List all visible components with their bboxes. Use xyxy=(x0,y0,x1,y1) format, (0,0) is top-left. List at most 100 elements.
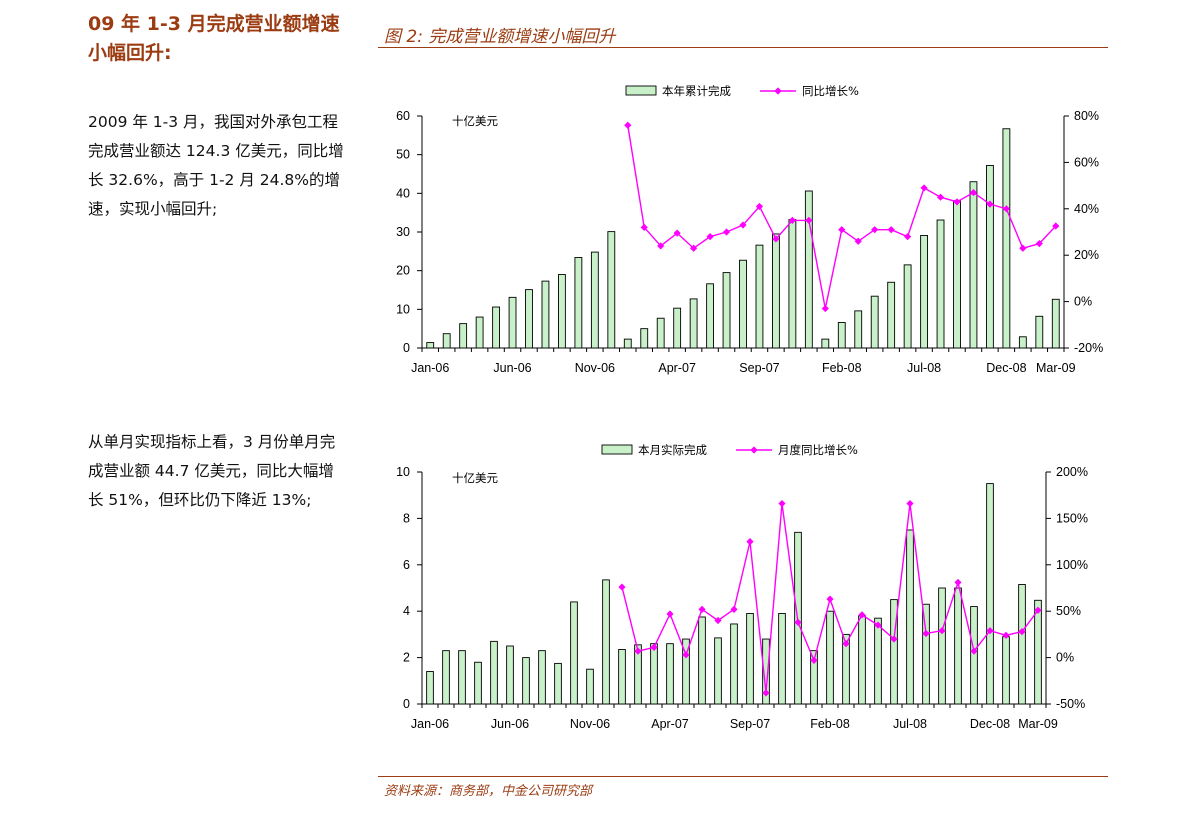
y-tick-label-left: 10 xyxy=(396,302,410,316)
bar xyxy=(442,650,450,705)
x-tick-label: Mar-09 xyxy=(1018,717,1058,731)
bar xyxy=(475,316,484,349)
bar xyxy=(1002,128,1011,349)
legend-bar-label: 本月实际完成 xyxy=(638,443,707,457)
bar xyxy=(650,643,658,705)
bar xyxy=(887,281,896,349)
y-tick-label-right: 50% xyxy=(1056,604,1081,618)
y-tick-label-right: 40% xyxy=(1074,202,1099,216)
y-tick-label-right: 80% xyxy=(1074,109,1099,123)
bar xyxy=(739,259,747,349)
bar xyxy=(1051,298,1060,349)
x-tick-label: Mar-09 xyxy=(1036,361,1076,375)
y-tick-label-right: 200% xyxy=(1056,465,1088,479)
growth-point xyxy=(953,198,961,206)
growth-point xyxy=(706,233,714,241)
y-tick-label-right: 150% xyxy=(1056,511,1088,525)
bar xyxy=(426,671,434,705)
growth-point xyxy=(821,304,829,313)
bar xyxy=(804,190,813,349)
x-tick-label: Feb-08 xyxy=(810,717,850,731)
bar xyxy=(936,219,945,349)
y-tick-label-left: 50 xyxy=(396,148,410,162)
bar xyxy=(490,640,498,705)
growth-point xyxy=(969,188,978,197)
y-tick-label-right: 60% xyxy=(1074,155,1099,169)
bar xyxy=(442,333,451,349)
growth-point xyxy=(1019,244,1027,252)
growth-point xyxy=(986,627,994,635)
bar xyxy=(810,650,818,705)
bar xyxy=(890,599,898,705)
unit-label: 十亿美元 xyxy=(452,471,498,485)
bar xyxy=(602,579,610,705)
growth-point xyxy=(970,647,978,655)
bar xyxy=(706,283,714,349)
growth-point xyxy=(698,605,706,613)
y-tick-label-left: 0 xyxy=(403,697,410,711)
bar xyxy=(730,623,738,705)
bar xyxy=(970,606,978,705)
growth-point xyxy=(618,583,626,591)
bar xyxy=(969,181,978,349)
bar xyxy=(772,233,780,349)
x-tick-label: Sep-07 xyxy=(730,717,770,731)
growth-point xyxy=(936,193,945,201)
bar xyxy=(1018,584,1026,705)
bar xyxy=(618,649,626,705)
x-tick-label: Nov-06 xyxy=(575,361,615,375)
growth-point xyxy=(739,221,747,229)
growth-point xyxy=(922,629,930,638)
y-tick-label-right: 0% xyxy=(1074,295,1092,309)
bar xyxy=(508,296,517,349)
legend-line-label: 月度同比增长% xyxy=(778,443,858,457)
x-tick-label: Jun-06 xyxy=(493,361,531,375)
bar xyxy=(954,587,962,705)
y-tick-label-left: 40 xyxy=(396,186,410,200)
bar xyxy=(522,657,530,705)
figure-title: 图 2: 完成营业额增速小幅回升 xyxy=(384,27,616,47)
growth-point xyxy=(657,242,665,250)
y-tick-label-left: 20 xyxy=(396,264,410,278)
bar xyxy=(698,616,706,705)
bar xyxy=(492,306,500,349)
legend-bar-label: 本年累计完成 xyxy=(662,84,731,98)
bar xyxy=(922,603,930,705)
growth-point xyxy=(858,611,866,619)
unit-label: 十亿美元 xyxy=(452,114,498,128)
bar xyxy=(746,613,754,705)
bar xyxy=(673,307,682,349)
summary-paragraph: 2009 年 1-3 月，我国对外承包工程完成营业额达 124.3 亿美元，同比… xyxy=(88,113,344,218)
bar xyxy=(906,529,914,705)
growth-point xyxy=(788,216,796,224)
bar xyxy=(837,322,846,349)
growth-point xyxy=(871,226,879,234)
growth-point xyxy=(826,595,834,603)
bar xyxy=(666,643,674,705)
y-tick-label-right: 20% xyxy=(1074,248,1099,262)
growth-point xyxy=(722,228,731,236)
bar xyxy=(788,219,797,349)
bar xyxy=(821,338,830,349)
bar xyxy=(986,165,994,349)
growth-point xyxy=(755,202,764,211)
bar xyxy=(826,610,834,705)
y-tick-label-right: -50% xyxy=(1056,697,1085,711)
bar xyxy=(506,645,514,705)
growth-point xyxy=(904,233,912,241)
growth-point xyxy=(762,689,770,697)
bar xyxy=(953,200,961,349)
bar xyxy=(538,650,546,705)
bar xyxy=(722,272,731,349)
growth-point xyxy=(624,121,632,129)
bar xyxy=(474,661,482,705)
bar xyxy=(570,601,578,705)
bar xyxy=(426,342,435,349)
growth-point xyxy=(1002,631,1010,639)
bar xyxy=(1034,599,1042,705)
y-tick-label-right: 0% xyxy=(1056,651,1074,665)
growth-point xyxy=(986,200,994,208)
bar xyxy=(1018,336,1027,349)
legend-line-marker xyxy=(750,446,758,454)
bar xyxy=(590,251,599,349)
